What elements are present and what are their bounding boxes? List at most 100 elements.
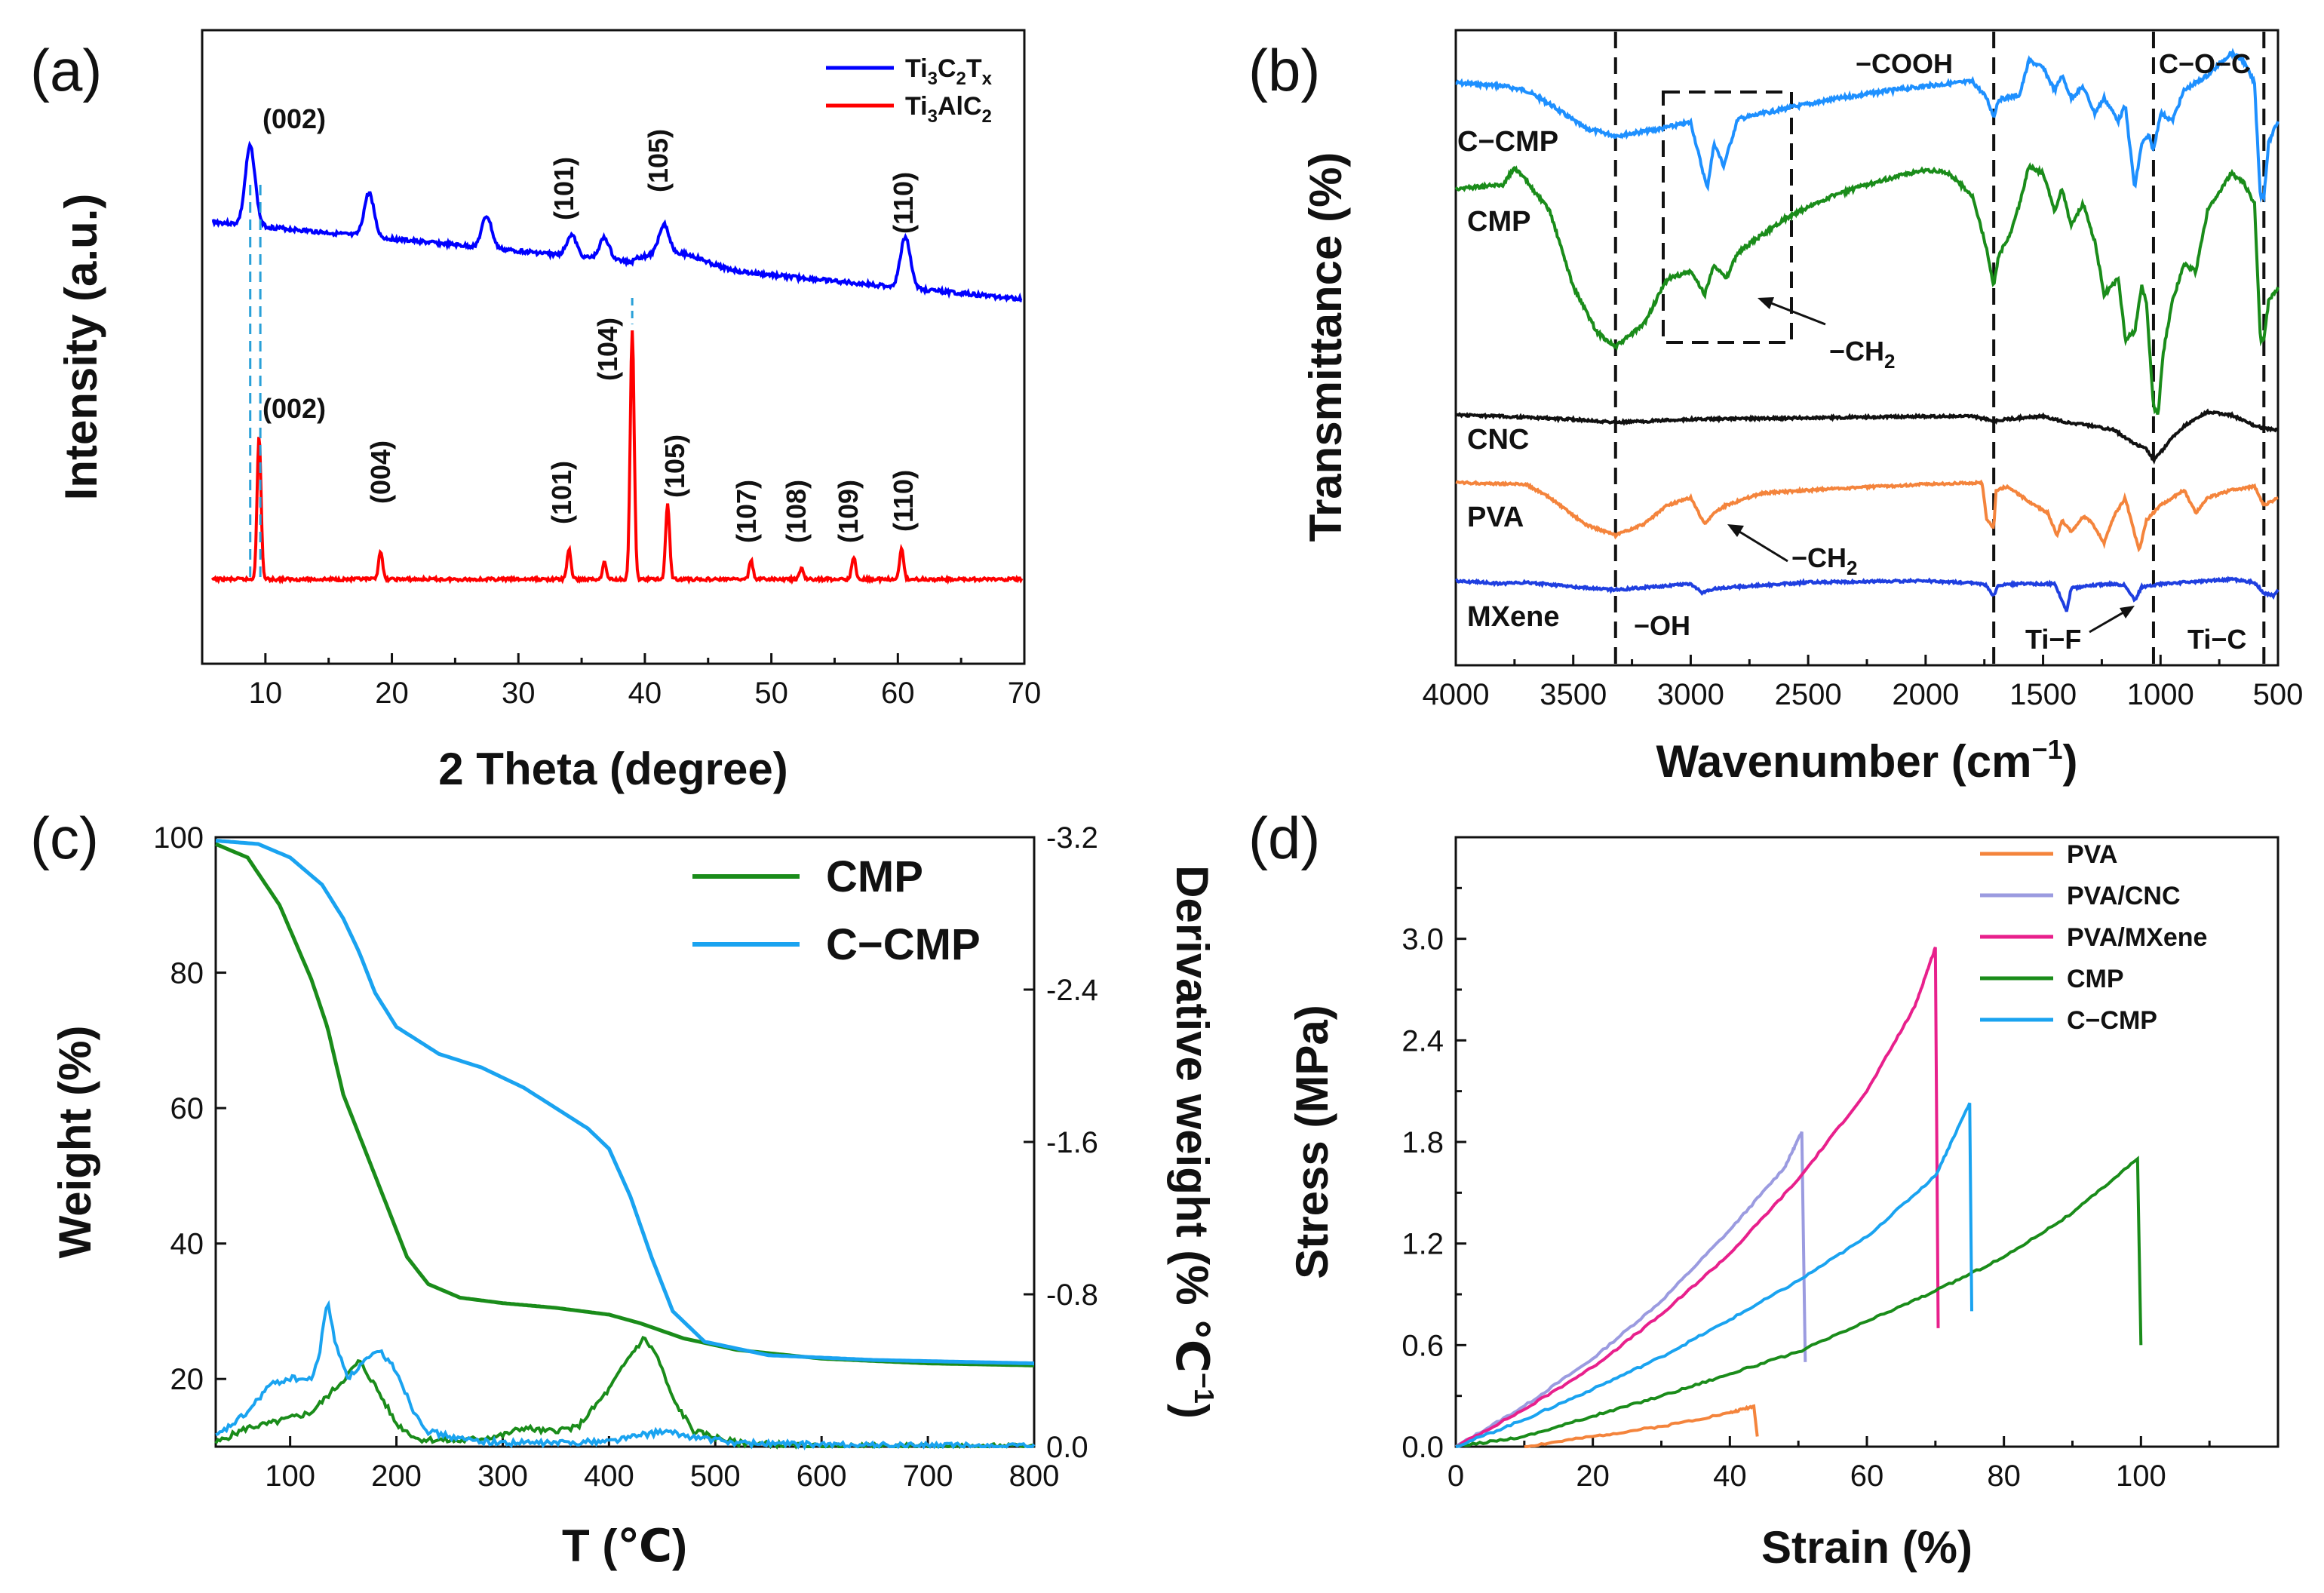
panel-d-series (1454, 947, 2143, 1448)
trace-label-c-cmp: C−CMP (1457, 126, 1558, 158)
ann-tif-arrowhead (2120, 606, 2135, 618)
stress-strain-pva-cnc (1454, 1131, 1807, 1448)
y-tick-label: 100 (153, 821, 204, 855)
xrd-peak-label: (104) (592, 318, 623, 381)
xrd-peak-label: (101) (546, 461, 577, 524)
xrd-trace-ti3alc2 (210, 330, 1024, 585)
panel-a-series (210, 140, 1024, 585)
panel-a: (a) 10 20 30 40 50 60 70 (002)(101) (105)(110)(… (30, 29, 1041, 794)
panel-a-legend: Ti3C2Tx Ti3AlC2 (826, 54, 993, 127)
x-tick-label: 2500 (1775, 678, 1842, 711)
panel-c-ticks: 100 200 300 400 500 600 700 800 20 40 60 80 100 0.0 -0… (153, 821, 1098, 1493)
x-tick-label: 100 (265, 1459, 315, 1493)
x-tick-label: 700 (903, 1459, 953, 1493)
legend-label: PVA/CNC (2067, 882, 2181, 910)
tga-dtg-c-cmp (215, 1300, 1036, 1451)
x-tick-label: 500 (690, 1459, 741, 1493)
trace-label-mxene: MXene (1467, 601, 1559, 633)
xrd-trace-ti3c2tx (211, 140, 1023, 303)
legend-label-cmp-c: CMP (826, 852, 923, 901)
x-tick-label: 3500 (1540, 678, 1607, 711)
ftir-trace-c-cmp (1455, 48, 2279, 203)
trace-label-cnc: CNC (1467, 424, 1529, 456)
y2-tick-label: -0.8 (1046, 1278, 1098, 1312)
y-tick-label: 2.4 (1401, 1024, 1444, 1057)
panel-b-label: (b) (1248, 37, 1320, 103)
ann-ch2-arrow-1 (1763, 299, 1826, 326)
y-tick-label: 60 (170, 1092, 204, 1125)
tga-weight-c-cmp (215, 839, 1035, 1366)
legend-label-c-cmp-c: C−CMP (826, 920, 981, 969)
y-tick-label: 0.0 (1401, 1431, 1444, 1464)
y-tick-label: 1.2 (1401, 1228, 1444, 1261)
y-tick-label: 3.0 (1401, 923, 1444, 956)
y2-tick-label: -3.2 (1046, 821, 1098, 855)
ann-ch2-arrowhead-1 (1758, 297, 1774, 309)
panel-c: (c) 100 200 300 400 500 600 700 800 20 40 60 80 100 0… (30, 805, 1220, 1571)
panel-b-ch2-box (1662, 91, 1793, 344)
xrd-peak-label: (004) (365, 440, 396, 504)
panel-b-trace-labels: C−CMP CMP CNC PVA MXene (1457, 126, 1559, 633)
panel-d-ticks: 0 20 40 60 80 100 0.0 0.6 1.2 1.8 2.4 3.0 (1401, 886, 2211, 1493)
ann-tic: Ti−C (2187, 624, 2246, 655)
x-tick-label: 400 (584, 1459, 634, 1493)
x-tick-label: 10 (249, 677, 283, 710)
stress-strain-cmp (1455, 1156, 2143, 1448)
xrd-peak-label: (110) (888, 172, 919, 234)
ann-tif-arrow (2089, 608, 2129, 634)
panel-b: (b) 4000 3500 3000 2500 2000 1500 1000 500 C−CM… (1248, 29, 2303, 787)
ftir-trace-mxene (1455, 576, 2279, 612)
panel-a-xlabel: 2 Theta (degree) (438, 744, 787, 794)
ann-ch2-1: −CH2 (1829, 336, 1896, 373)
panel-a-annotations: (002) (101) (105) (110) (002) (004) (101) (104)… (249, 103, 919, 577)
panel-a-x-ticks: 10 20 30 40 50 60 70 (201, 653, 1041, 710)
panel-b-ylabel: Transmittance (%) (1300, 152, 1351, 542)
x-tick-label: 30 (502, 677, 536, 710)
y2-tick-label: -2.4 (1046, 974, 1098, 1007)
x-tick-label: 0 (1448, 1459, 1464, 1493)
xrd-peak-label: (109) (833, 480, 864, 543)
ann-tif: Ti−F (2025, 624, 2081, 655)
ann-coc: C−O−C (2159, 48, 2251, 79)
ann-ch2-arrow-2 (1733, 526, 1788, 563)
x-tick-label: 800 (1009, 1459, 1060, 1493)
y-tick-label: 0.6 (1401, 1329, 1444, 1362)
panel-b-dashed-lines (1613, 32, 2266, 664)
stress-strain-pva-mxene (1455, 947, 1940, 1448)
x-tick-label: 200 (371, 1459, 422, 1493)
x-tick-label: 20 (1576, 1459, 1610, 1493)
y2-tick-label: 0.0 (1046, 1431, 1088, 1464)
stress-strain-c-cmp (1455, 1102, 1973, 1448)
y-tick-label: 80 (170, 957, 204, 990)
ftir-trace-pva (1455, 479, 2279, 553)
panel-b-annotations: −COOH C−O−C −CH2 −CH2 −OH Ti−F Ti−C (1634, 48, 2251, 655)
xrd-peak-label: (110) (888, 470, 919, 532)
panel-c-xlabel: T (℃) (562, 1521, 687, 1571)
xrd-peak-label: (002) (262, 393, 326, 424)
panel-d: (d) 0 20 40 60 80 1000.00.61.21.82.43.0 PVAPV… (1248, 805, 2279, 1573)
panel-b-series (1454, 48, 2279, 612)
x-tick-label: 50 (754, 677, 788, 710)
ann-cooh: −COOH (1856, 48, 1953, 79)
ftir-trace-cnc (1454, 408, 2279, 465)
legend-label: C−CMP (2067, 1006, 2157, 1035)
x-tick-label: 60 (1850, 1459, 1884, 1493)
panel-c-label: (c) (30, 805, 99, 871)
trace-label-pva: PVA (1467, 502, 1524, 533)
legend-label: PVA/MXene (2067, 923, 2207, 952)
panel-d-label: (d) (1248, 805, 1320, 871)
x-tick-label: 100 (2116, 1459, 2166, 1493)
panel-a-frame (201, 29, 1026, 665)
legend-label-ti3c2tx: Ti3C2Tx (905, 54, 993, 89)
panel-c-y2label: Derivative weight (% ℃−1) (1167, 865, 1220, 1419)
y-tick-label: 1.8 (1401, 1126, 1444, 1159)
panel-c-ylabel: Weight (%) (50, 1026, 100, 1259)
x-tick-label: 1500 (2009, 678, 2077, 711)
xrd-peak-label: (101) (548, 157, 579, 220)
legend-label-ti3alc2: Ti3AlC2 (905, 92, 992, 127)
xrd-peak-label: (002) (262, 103, 326, 134)
x-tick-label: 60 (881, 677, 915, 710)
panel-a-ylabel: Intensity (a.u.) (56, 194, 106, 501)
x-tick-label: 300 (477, 1459, 528, 1493)
